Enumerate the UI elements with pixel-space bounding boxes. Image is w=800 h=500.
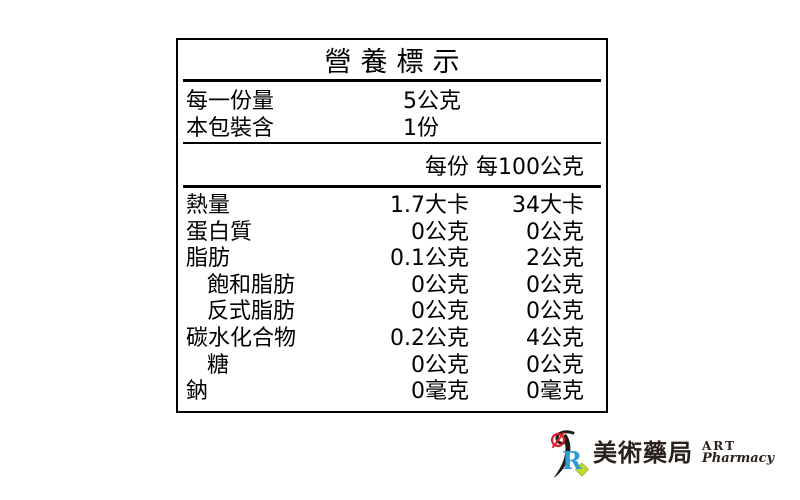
nutrient-name: 糖 [207,352,230,378]
diamond-icon [574,462,590,477]
per-100g-value: 4公克 [526,325,584,351]
nutrient-rows: 熱量 1.7大卡 34大卡 蛋白質 0公克 0公克 脂肪 0.1公克 2公克 飽… [178,188,606,406]
nutrient-name: 飽和脂肪 [207,272,296,298]
nutrient-name: 碳水化合物 [186,325,297,351]
letter-r-icon: R [562,446,583,475]
per-serving-value: 0公克 [411,272,469,298]
nutrient-row: 碳水化合物 0.2公克 4公克 [178,326,606,353]
per-serving-value: 0.2公克 [390,325,469,351]
per-serving-value: 0公克 [411,352,469,378]
nutrient-name: 反式脂肪 [207,299,296,325]
serving-info-row: 本包裝含 1份 [178,116,606,143]
serving-info-value: 5公克 [403,89,461,114]
per-serving-value: 1.7大卡 [390,193,469,218]
per-serving-value: 0公克 [411,219,469,245]
brand-name-chinese: 美術藥局 [593,438,693,467]
per-serving-column-header: 每份 [424,154,469,180]
red-circle-icon [550,432,566,448]
swoosh-stroke-icon [555,430,575,445]
per-100g-column-header: 每100公克 [476,154,584,180]
nutrient-row: 蛋白質 0公克 0公克 [178,220,606,247]
red-slash-icon [552,432,565,448]
per-100g-value: 34大卡 [512,193,584,218]
nutrient-row: 反式脂肪 0公克 0公克 [178,299,606,326]
column-header-row: 每份 每100公克 [178,144,606,185]
pharmacy-logo: R 美術藥局 ART Pharmacy [547,430,774,484]
nutrient-name: 脂肪 [186,246,231,272]
per-serving-value: 0公克 [411,299,469,325]
pharmacy-logo-icon: R [550,430,590,478]
nutrient-name: 鈉 [186,379,209,405]
swoosh-tail-icon [553,434,571,478]
divider-under-serving-info [183,142,601,144]
brand-en-line1: ART [702,439,737,453]
per-100g-value: 2公克 [526,246,584,272]
nutrient-row: 糖 0公克 0公克 [178,353,606,380]
per-serving-value: 0.1公克 [390,246,469,272]
serving-info-section: 每一份量 5公克 本包裝含 1份 [178,82,606,142]
nutrient-row: 鈉 0毫克 0毫克 [178,379,606,406]
serving-info-value: 1份 [403,115,439,141]
divider-under-column-headers [183,185,601,188]
nutrient-row: 熱量 1.7大卡 34大卡 [178,193,606,220]
serving-info-label: 每一份量 [186,89,275,114]
per-100g-value: 0公克 [526,352,584,378]
brand-name-english: ART Pharmacy [702,439,775,466]
per-100g-value: 0公克 [526,299,584,325]
brand-en-line2: Pharmacy [702,451,775,466]
nutrient-row: 飽和脂肪 0公克 0公克 [178,273,606,300]
per-100g-value: 0毫克 [526,379,584,405]
nutrient-name: 蛋白質 [186,219,253,245]
nutrition-facts-panel: 營養標示 每一份量 5公克 本包裝含 1份 每份 每100公克 熱量 1.7大卡… [176,38,608,413]
serving-info-label: 本包裝含 [186,115,275,141]
per-serving-value: 0毫克 [411,379,469,405]
per-100g-value: 0公克 [526,219,584,245]
divider-under-title [183,79,601,82]
serving-info-row: 每一份量 5公克 [178,89,606,116]
per-100g-value: 0公克 [526,272,584,298]
nutrient-name: 熱量 [186,193,231,218]
nutrition-label-title: 營養標示 [324,47,469,78]
nutrient-row: 脂肪 0.1公克 2公克 [178,246,606,273]
